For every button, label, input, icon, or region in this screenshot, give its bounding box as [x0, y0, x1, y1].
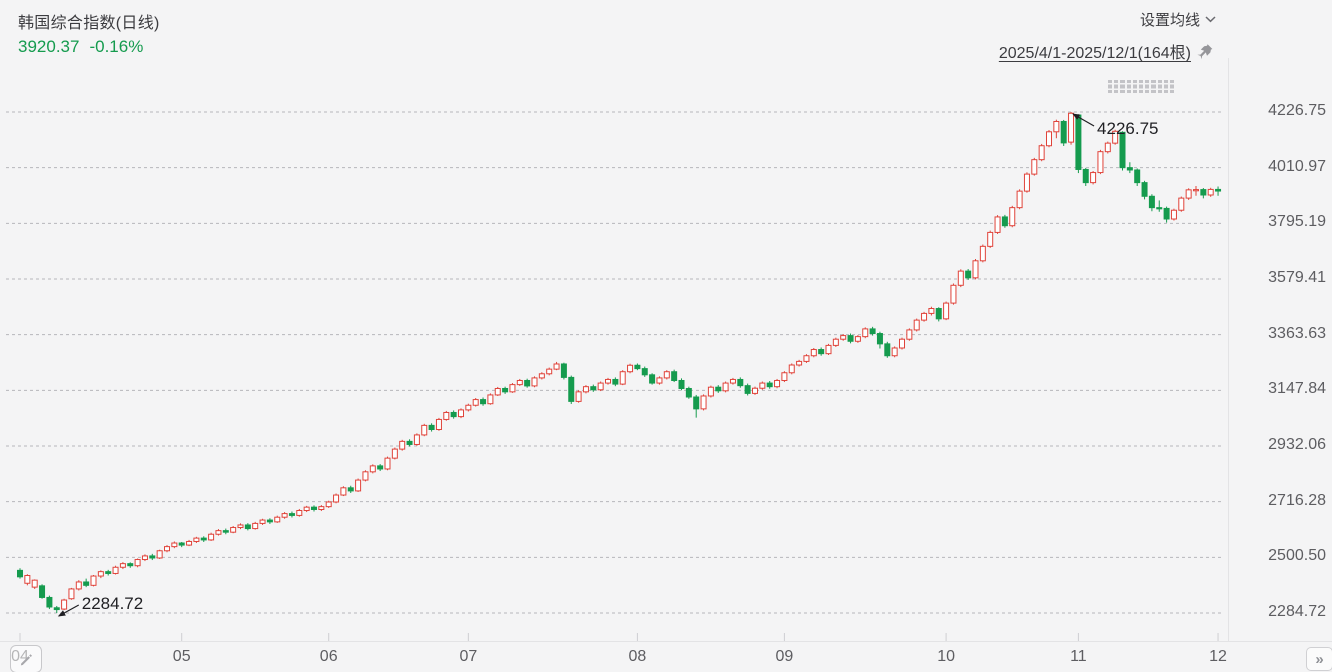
x-axis-label: 09: [775, 648, 794, 665]
change-percent: -0.16%: [89, 37, 144, 56]
y-axis-label: 2716.28: [1268, 491, 1326, 509]
annotations: 4226.75 2284.72: [57, 113, 1159, 617]
y-axis-label: 3363.63: [1268, 324, 1326, 342]
x-axis-label: 07: [459, 648, 478, 665]
x-axis-label: 11: [1070, 648, 1087, 665]
y-axis-label: 2500.50: [1268, 547, 1326, 565]
high-value-annotation: 4226.75: [1097, 119, 1158, 138]
draw-tool-button[interactable]: [10, 645, 42, 672]
x-axis-label: 05: [172, 648, 191, 665]
candles: [17, 112, 1222, 613]
instrument-title: 韩国综合指数(日线): [18, 15, 160, 32]
x-axis-line: [0, 641, 1332, 642]
y-axis-label: 2284.72: [1268, 603, 1326, 620]
y-axis-label: 4010.97: [1268, 157, 1326, 175]
x-axis-label: 06: [319, 648, 338, 665]
pin-icon[interactable]: [1197, 43, 1214, 60]
y-axis-separator: [1228, 58, 1229, 641]
last-price: 3920.37: [18, 37, 80, 56]
ma-settings-label: 设置均线: [1139, 12, 1200, 29]
price-row: 3920.37 -0.16%: [18, 37, 143, 57]
y-axis-label: 2932.06: [1268, 436, 1326, 453]
x-axis-label: 12: [1209, 648, 1227, 665]
date-range-link[interactable]: 2025/4/1-2025/12/1(164根): [998, 45, 1191, 62]
range-scrubber-handle[interactable]: [1108, 80, 1175, 93]
date-range-row: 2025/4/1-2025/12/1(164根): [999, 39, 1214, 63]
x-axis-label: 10: [937, 648, 955, 665]
y-axis-label: 3579.41: [1268, 268, 1326, 286]
y-axis-label: 3147.84: [1268, 380, 1326, 398]
x-axis-label: 08: [628, 648, 647, 665]
chevron-down-icon: [1205, 16, 1216, 23]
y-axis-label: 4226.75: [1268, 102, 1326, 119]
y-axis-label: 3795.19: [1268, 213, 1326, 231]
ma-settings-button[interactable]: 设置均线: [1140, 9, 1216, 30]
low-value-annotation: 2284.72: [82, 594, 143, 613]
grid-lines: [6, 111, 1222, 641]
double-chevron-right-icon: »: [1315, 650, 1324, 668]
pencil-icon: [20, 654, 32, 666]
next-page-button[interactable]: »: [1306, 647, 1332, 671]
